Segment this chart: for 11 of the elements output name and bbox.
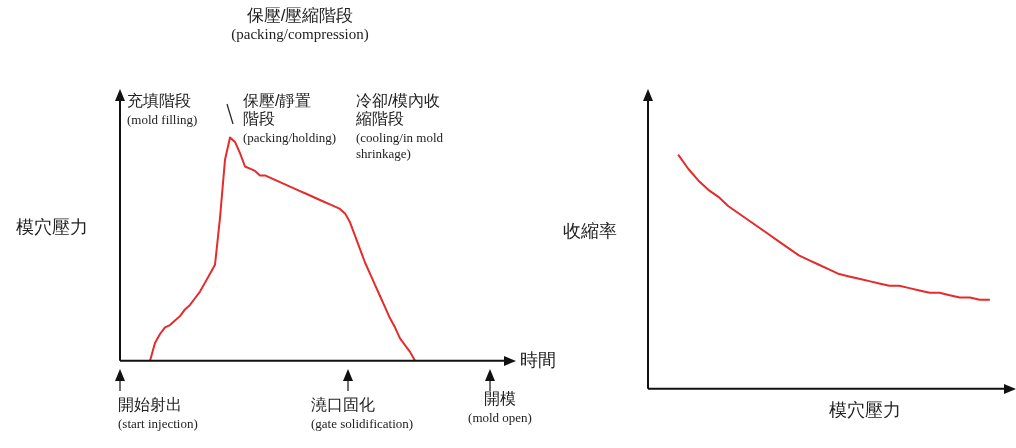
x-axis-title: 模穴壓力: [829, 399, 902, 420]
y-axis-title: 模穴壓力: [16, 216, 88, 237]
text: 開始射出 (start injection): [118, 396, 198, 431]
y-axis-title: 收縮率: [563, 220, 617, 241]
annotation: 保壓/靜置階段 (packing/holding): [243, 92, 337, 145]
text: 開模 (mold open): [468, 390, 532, 425]
text: 充填階段 (mold filling): [127, 92, 198, 127]
text: 保壓/壓縮階段 (packing/compression): [231, 6, 369, 44]
annotation: 冷卻/模內收縮階段 (cooling/in mold shrinkage): [355, 92, 444, 161]
x-axis-title: 時間: [520, 349, 556, 370]
text: 澆口固化 (gate solidification): [311, 396, 414, 431]
